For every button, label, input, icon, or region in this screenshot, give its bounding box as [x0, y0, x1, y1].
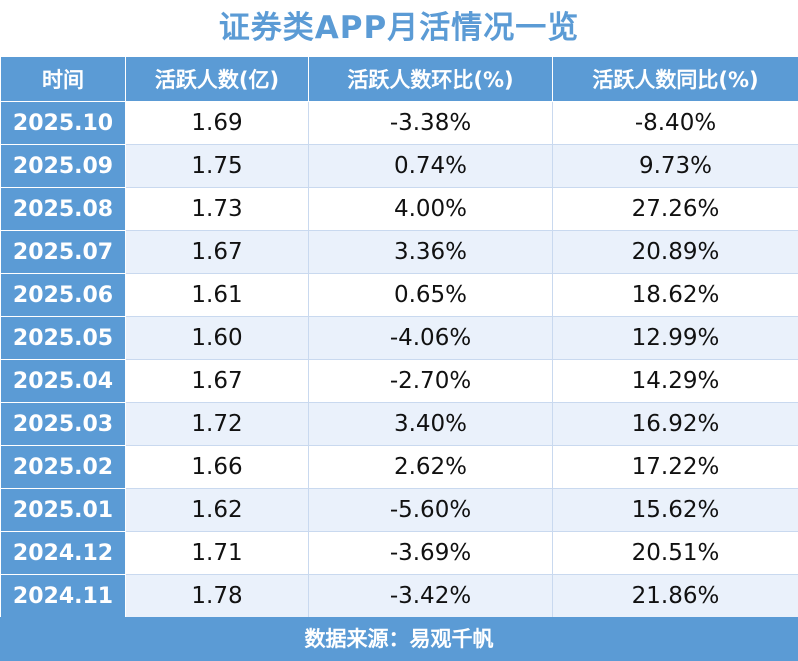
value-cell: 9.73%	[552, 144, 798, 188]
value-cell: -2.70%	[308, 359, 553, 403]
value-cell: 1.71	[125, 531, 309, 575]
value-cell: 1.75	[125, 144, 309, 188]
value-cell: 1.61	[125, 273, 309, 317]
period-cell: 2025.06	[0, 273, 126, 317]
table-row: 2025.08 1.73 4.00% 27.26%	[0, 187, 798, 231]
period-cell: 2025.02	[0, 445, 126, 489]
column-header: 活跃人数同比(%)	[552, 56, 798, 102]
period-cell: 2025.04	[0, 359, 126, 403]
table-row: 2025.05 1.60 -4.06% 12.99%	[0, 316, 798, 360]
value-cell: -4.06%	[308, 316, 553, 360]
title: 证券类APP月活情况一览	[218, 10, 580, 46]
value-cell: 1.62	[125, 488, 309, 532]
data-table: 时间 活跃人数(亿) 活跃人数环比(%) 活跃人数同比(%) 2025.10 1.69-…	[0, 56, 798, 618]
table-row: 2025.10 1.69 -3.38% -8.40%	[0, 101, 798, 145]
period-cell: 2025.03	[0, 402, 126, 446]
value-cell: 18.62%	[552, 273, 798, 317]
value-cell: 1.69	[125, 101, 309, 145]
header-row: 时间 活跃人数(亿) 活跃人数环比(%) 活跃人数同比(%)	[0, 56, 798, 102]
table-row: 2025.03 1.72 3.40% 16.92%	[0, 402, 798, 446]
table-row: 2025.09 1.75 0.74% 9.73%	[0, 144, 798, 188]
value-cell: 3.40%	[308, 402, 553, 446]
value-cell: 4.00%	[308, 187, 553, 231]
value-cell: 1.60	[125, 316, 309, 360]
period-cell: 2025.05	[0, 316, 126, 360]
value-cell: 20.51%	[552, 531, 798, 575]
value-cell: 3.36%	[308, 230, 553, 274]
table-row: 2024.12 1.71 -3.69% 20.51%	[0, 531, 798, 575]
value-cell: 1.67	[125, 359, 309, 403]
value-cell: -3.69%	[308, 531, 553, 575]
period-cell: 2024.12	[0, 531, 126, 575]
value-cell: -3.42%	[308, 574, 553, 618]
table-row: 2025.02 1.66 2.62% 17.22%	[0, 445, 798, 489]
value-cell: 21.86%	[552, 574, 798, 618]
value-cell: 15.62%	[552, 488, 798, 532]
value-cell: -3.38%	[308, 101, 553, 145]
period-cell: 2024.11	[0, 574, 126, 618]
table-row: 2024.11 1.78 -3.42% 21.86%	[0, 574, 798, 618]
period-cell: 2025.08	[0, 187, 126, 231]
period-cell: 2025.01	[0, 488, 126, 532]
value-cell: 0.74%	[308, 144, 553, 188]
value-cell: 1.67	[125, 230, 309, 274]
value-cell: 12.99%	[552, 316, 798, 360]
value-cell: 14.29%	[552, 359, 798, 403]
value-cell: -8.40%	[552, 101, 798, 145]
source-note: 数据来源：易观千帆	[0, 617, 798, 661]
value-cell: 1.72	[125, 402, 309, 446]
value-cell: 1.66	[125, 445, 309, 489]
table-row: 2025.06 1.61 0.65% 18.62%	[0, 273, 798, 317]
table-body: 2025.10 1.69 -3.38% -8.40% 2025.09 1.75 0.74% 9…	[0, 101, 798, 618]
value-cell: 27.26%	[552, 187, 798, 231]
column-header: 时间	[0, 56, 126, 102]
value-cell: 1.78	[125, 574, 309, 618]
value-cell: 2.62%	[308, 445, 553, 489]
table-row: 2025.01 1.62 -5.60% 15.62%	[0, 488, 798, 532]
value-cell: 0.65%	[308, 273, 553, 317]
value-cell: 16.92%	[552, 402, 798, 446]
table-row: 2025.04 1.67 -2.70% 14.29%	[0, 359, 798, 403]
column-header: 活跃人数环比(%)	[308, 56, 553, 102]
period-cell: 2025.07	[0, 230, 126, 274]
value-cell: 1.73	[125, 187, 309, 231]
period-cell: 2025.10	[0, 101, 126, 145]
period-cell: 2025.09	[0, 144, 126, 188]
column-header: 活跃人数(亿)	[125, 56, 309, 102]
value-cell: 17.22%	[552, 445, 798, 489]
value-cell: -5.60%	[308, 488, 553, 532]
value-cell: 20.89%	[552, 230, 798, 274]
table-row: 2025.07 1.67 3.36% 20.89%	[0, 230, 798, 274]
